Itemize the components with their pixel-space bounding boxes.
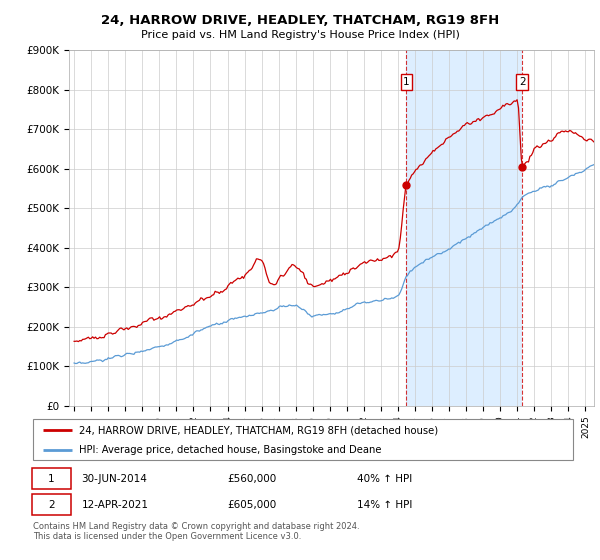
Text: 24, HARROW DRIVE, HEADLEY, THATCHAM, RG19 8FH: 24, HARROW DRIVE, HEADLEY, THATCHAM, RG1… [101, 14, 499, 27]
Text: 40% ↑ HPI: 40% ↑ HPI [357, 474, 412, 484]
FancyBboxPatch shape [32, 494, 71, 515]
Text: 2: 2 [519, 77, 526, 87]
Text: Contains HM Land Registry data © Crown copyright and database right 2024.
This d: Contains HM Land Registry data © Crown c… [33, 522, 359, 542]
Bar [407, 50, 523, 406]
Text: 24, HARROW DRIVE, HEADLEY, THATCHAM, RG19 8FH (detached house): 24, HARROW DRIVE, HEADLEY, THATCHAM, RG1… [79, 426, 438, 436]
Text: 1: 1 [403, 77, 410, 87]
Text: HPI: Average price, detached house, Basingstoke and Deane: HPI: Average price, detached house, Basi… [79, 445, 382, 455]
Text: £605,000: £605,000 [227, 500, 277, 510]
Text: 14% ↑ HPI: 14% ↑ HPI [357, 500, 412, 510]
Text: Price paid vs. HM Land Registry's House Price Index (HPI): Price paid vs. HM Land Registry's House … [140, 30, 460, 40]
FancyBboxPatch shape [32, 468, 71, 489]
Text: 1: 1 [48, 474, 55, 484]
Text: 30-JUN-2014: 30-JUN-2014 [82, 474, 148, 484]
Text: £560,000: £560,000 [227, 474, 277, 484]
Text: 12-APR-2021: 12-APR-2021 [82, 500, 149, 510]
Text: 2: 2 [48, 500, 55, 510]
